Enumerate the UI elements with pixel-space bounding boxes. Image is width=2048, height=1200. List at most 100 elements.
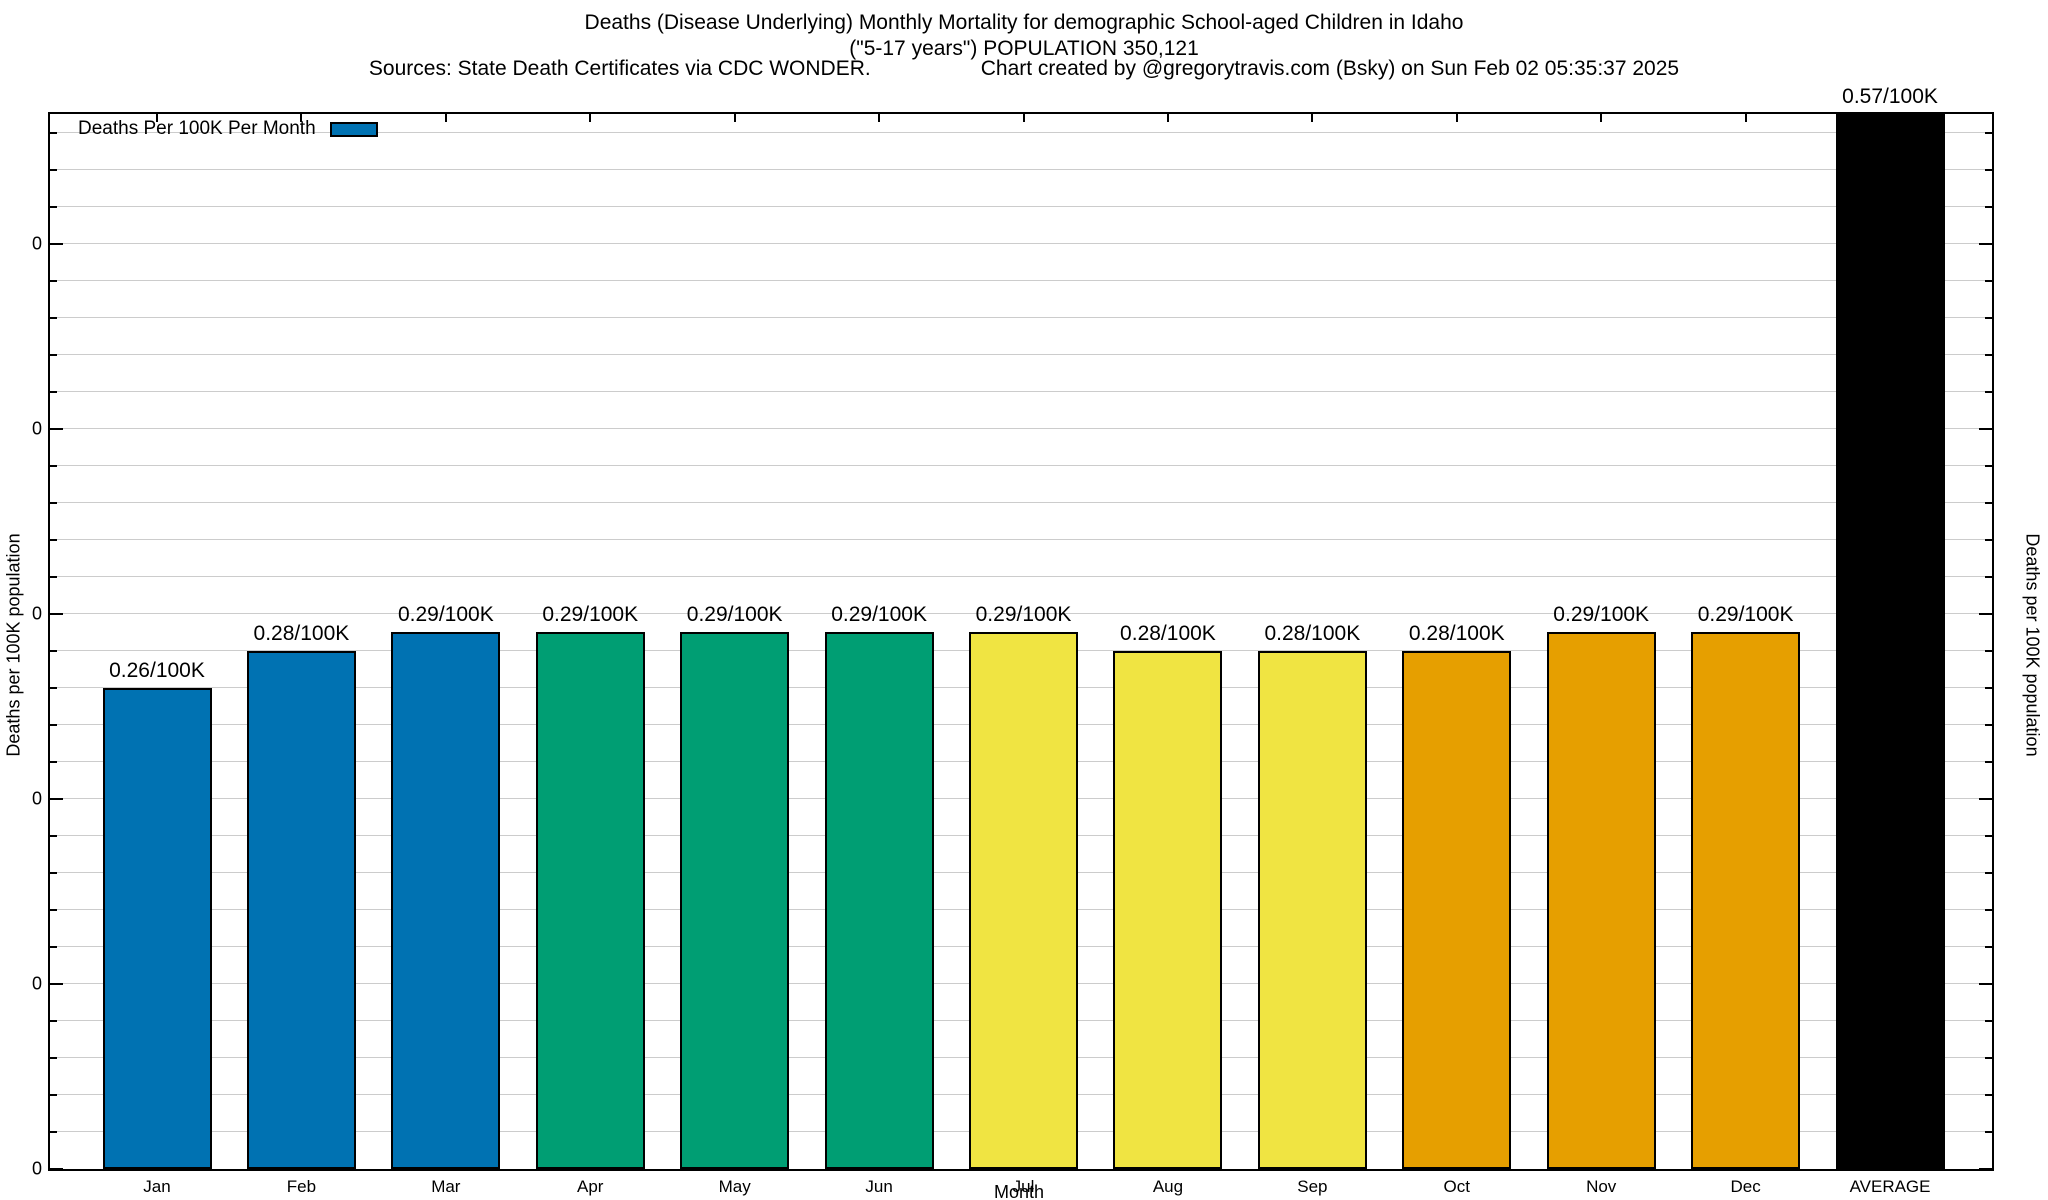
y-minor-tick-right xyxy=(1985,908,1992,911)
y-minor-tick-right xyxy=(1985,316,1992,319)
y-minor-tick-right xyxy=(1985,501,1992,504)
y-gridline xyxy=(50,391,1992,393)
bar xyxy=(1257,650,1367,1169)
y-tick-label: 0 xyxy=(31,788,42,809)
bar xyxy=(102,687,212,1169)
y-gridline xyxy=(50,465,1992,467)
y-minor-tick-left xyxy=(50,205,57,208)
x-tick-top xyxy=(1166,114,1169,122)
bar-value-label: 0.28/100K xyxy=(253,621,350,645)
y-minor-tick-right xyxy=(1985,1093,1992,1096)
y-gridline xyxy=(50,317,1992,319)
bar xyxy=(1113,650,1223,1169)
y-major-tick-right xyxy=(1979,1168,1992,1170)
y-major-tick-left xyxy=(50,242,63,245)
bar xyxy=(246,650,356,1169)
chart-title-line2: ("5-17 years") POPULATION 350,121 xyxy=(849,37,1199,60)
legend-swatch xyxy=(329,121,378,137)
y-minor-tick-left xyxy=(50,649,57,652)
x-tick-top xyxy=(1744,114,1747,122)
y-minor-tick-right xyxy=(1985,353,1992,356)
y-major-tick-left xyxy=(50,427,63,430)
y-gridline xyxy=(50,280,1992,282)
y-minor-tick-left xyxy=(50,871,57,874)
x-tick-top xyxy=(156,114,158,122)
x-tick-label: Nov xyxy=(1586,1177,1617,1196)
y-minor-tick-left xyxy=(50,464,57,467)
y-tick-label: 0 xyxy=(31,1158,42,1179)
x-tick-top xyxy=(1455,114,1458,122)
y-major-tick-right xyxy=(1979,427,1992,430)
bar-value-label: 0.28/100K xyxy=(1264,621,1361,645)
bar xyxy=(391,632,501,1169)
y-gridline xyxy=(50,576,1992,578)
y-axis-title-left: Deaths per 100K population xyxy=(3,533,24,757)
y-minor-tick-right xyxy=(1985,464,1992,467)
y-minor-tick-right xyxy=(1985,168,1992,171)
x-axis-title: Month xyxy=(993,1182,1045,1200)
y-gridline xyxy=(50,206,1992,208)
y-minor-tick-left xyxy=(50,1093,57,1096)
bar-value-label: 0.29/100K xyxy=(397,603,494,627)
y-minor-tick-right xyxy=(1985,575,1992,578)
y-minor-tick-right xyxy=(1985,538,1992,541)
y-minor-tick-left xyxy=(50,908,57,911)
x-tick-top xyxy=(589,114,592,122)
y-minor-tick-left xyxy=(50,316,57,319)
y-major-tick-right xyxy=(1979,612,1992,615)
y-gridline xyxy=(50,243,1992,245)
y-minor-tick-left xyxy=(50,131,57,134)
chart-credit-text: Chart created by @gregorytravis.com (Bsk… xyxy=(980,57,1680,80)
x-tick-label: Jan xyxy=(143,1177,171,1196)
y-axis-title-right: Deaths per 100K population xyxy=(2022,533,2043,757)
y-gridline xyxy=(50,354,1992,356)
y-minor-tick-left xyxy=(50,945,57,948)
bar xyxy=(1835,114,1945,1169)
bar xyxy=(1402,650,1512,1169)
x-tick-top xyxy=(1311,114,1314,122)
x-tick-label: Dec xyxy=(1730,1177,1761,1196)
y-minor-tick-left xyxy=(50,1056,57,1059)
y-minor-tick-right xyxy=(1985,686,1992,689)
y-minor-tick-left xyxy=(50,1130,57,1133)
x-tick-top xyxy=(1022,114,1025,122)
y-minor-tick-right xyxy=(1985,279,1992,282)
y-minor-tick-right xyxy=(1985,834,1992,837)
y-minor-tick-right xyxy=(1985,131,1992,134)
y-minor-tick-right xyxy=(1985,945,1992,948)
bar-value-label: 0.57/100K xyxy=(1842,85,1938,108)
y-gridline xyxy=(50,539,1992,541)
y-minor-tick-left xyxy=(50,1019,57,1022)
y-tick-label: 0 xyxy=(31,603,42,624)
bar xyxy=(535,632,645,1169)
y-gridline xyxy=(50,502,1992,504)
bar-value-label: 0.29/100K xyxy=(1697,603,1794,627)
bar-value-label: 0.28/100K xyxy=(1120,621,1216,645)
plot-area: 0 0 0 0 0 0 0.26/100K Jan 0.28/100K Feb 0.29/100K M… xyxy=(32,85,1994,1196)
y-gridline xyxy=(50,132,1992,133)
y-gridline xyxy=(50,428,1992,430)
bar-value-label: 0.28/100K xyxy=(1408,621,1505,645)
x-tick-label: AVERAGE xyxy=(1849,1177,1931,1196)
x-tick-top xyxy=(733,114,736,122)
y-tick-label: 0 xyxy=(31,973,42,994)
x-tick-label: Apr xyxy=(577,1177,604,1196)
y-major-tick-right xyxy=(1979,242,1992,245)
y-minor-tick-right xyxy=(1985,871,1992,874)
x-tick-label: Jul xyxy=(1012,1177,1035,1196)
y-minor-tick-left xyxy=(50,760,57,763)
y-minor-tick-right xyxy=(1985,205,1992,208)
bar xyxy=(969,632,1079,1169)
y-minor-tick-left xyxy=(50,501,57,504)
y-gridline xyxy=(50,169,1992,171)
y-minor-tick-right xyxy=(1985,1130,1992,1133)
x-tick-label: Feb xyxy=(286,1177,317,1196)
bar-value-label: 0.29/100K xyxy=(542,603,639,627)
y-major-tick-right xyxy=(1979,982,1992,985)
bar-value-label: 0.29/100K xyxy=(686,603,783,627)
y-minor-tick-right xyxy=(1985,1056,1992,1059)
y-major-tick-left xyxy=(50,797,63,800)
y-minor-tick-left xyxy=(50,390,57,393)
x-tick-label: Sep xyxy=(1297,1177,1328,1196)
